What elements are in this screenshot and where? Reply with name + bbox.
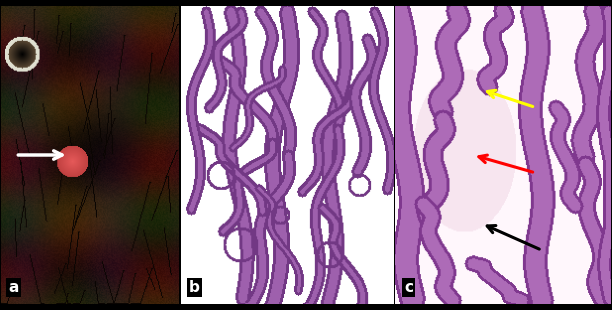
Text: a: a	[9, 280, 19, 295]
Text: b: b	[189, 280, 200, 295]
Text: c: c	[404, 280, 413, 295]
